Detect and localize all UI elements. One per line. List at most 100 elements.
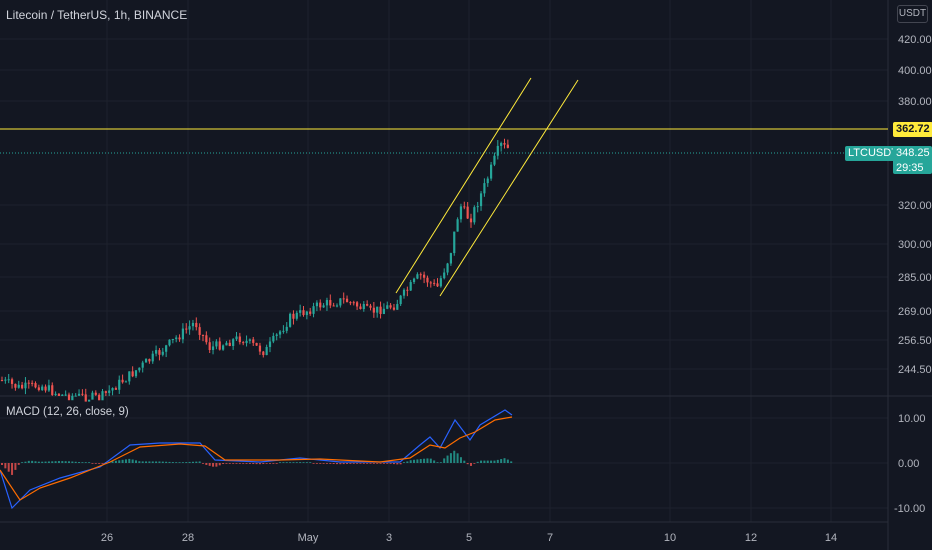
chart-title[interactable]: Litecoin / TetherUS, 1h, BINANCE: [6, 8, 188, 22]
candle-body: [128, 371, 131, 382]
macd-histogram-bar: [369, 463, 372, 464]
macd-histogram-bar: [161, 461, 164, 463]
macd-histogram-bar: [282, 462, 285, 463]
candle-body: [188, 326, 191, 330]
macd-histogram-bar: [295, 462, 298, 463]
candle-body: [335, 305, 339, 307]
candle-body: [322, 305, 325, 308]
macd-histogram-bar: [222, 463, 225, 465]
candle-body: [238, 336, 241, 343]
candle-body: [352, 302, 355, 304]
candle-body: [141, 362, 144, 368]
candle-body: [278, 331, 282, 335]
candle-body: [292, 313, 295, 319]
candle-body: [325, 300, 329, 306]
macd-histogram-bar: [279, 462, 282, 463]
macd-histogram-bar: [17, 463, 20, 465]
macd-indicator-title[interactable]: MACD (12, 26, close, 9): [6, 406, 129, 418]
candle-body: [185, 328, 188, 330]
macd-histogram-bar: [493, 460, 496, 463]
candle-body: [399, 295, 402, 305]
macd-histogram-bar: [205, 463, 208, 465]
candle-body: [208, 342, 211, 350]
candle-body: [61, 394, 64, 397]
macd-histogram-bar: [202, 463, 204, 464]
candle-body: [376, 306, 379, 313]
macd-histogram-bar: [319, 463, 322, 464]
candle-body: [245, 340, 248, 344]
macd-histogram-bar: [506, 459, 509, 463]
price-tick: 285.00: [898, 272, 932, 284]
candle-body: [171, 339, 174, 341]
macd-histogram-bar: [299, 462, 302, 463]
candle-body: [433, 282, 436, 284]
candle-body: [155, 350, 158, 354]
macd-histogram-bar: [252, 463, 255, 465]
candle-body: [302, 310, 305, 316]
candle-body: [91, 392, 94, 400]
price-tick: 320.00: [898, 200, 932, 212]
channel-lower-line[interactable]: [439, 79, 579, 297]
macd-histogram-bar: [57, 461, 60, 463]
macd-histogram-bar: [466, 463, 469, 465]
macd-histogram-bar: [175, 462, 178, 463]
macd-histogram-bar: [349, 463, 352, 464]
candle-body: [362, 304, 365, 310]
macd-histogram-bar: [352, 463, 355, 464]
macd-histogram-bar: [285, 462, 288, 463]
candle-body: [486, 178, 489, 184]
macd-histogram-bar: [78, 462, 81, 463]
macd-histogram-bar: [94, 463, 97, 464]
candle-body: [436, 283, 439, 287]
candle-body: [483, 183, 486, 194]
candle-body: [490, 164, 493, 179]
macd-histogram-bar: [74, 461, 77, 463]
macd-histogram-bar: [496, 459, 499, 463]
candle-body: [299, 310, 302, 313]
price-axis[interactable]: 420.00 400.00 380.00 320.00 300.00 285.0…: [898, 34, 932, 376]
candle-body: [305, 311, 308, 316]
candle-body: [131, 371, 134, 377]
candle-body: [396, 304, 399, 310]
macd-histogram-bar: [44, 461, 47, 463]
candle-body: [51, 385, 54, 395]
macd-histogram-bar: [215, 463, 218, 467]
macd-histogram-bar: [68, 461, 70, 463]
candle-body: [412, 278, 416, 283]
macd-histogram-bar: [181, 462, 184, 463]
macd-histogram-bar: [379, 463, 382, 464]
price-tick: 380.00: [898, 96, 932, 108]
macd-histogram-bar: [503, 458, 506, 463]
macd-histogram-bar: [135, 460, 137, 463]
candle-body: [242, 342, 245, 344]
candle-body: [81, 393, 84, 395]
channel-upper-line[interactable]: [395, 77, 532, 294]
candle-body: [406, 289, 409, 291]
macd-histogram-bar: [510, 461, 513, 463]
candle-body: [10, 379, 14, 384]
macd-histogram-bar: [453, 450, 456, 463]
time-axis[interactable]: 26 28 May 3 5 7 10 12 14: [101, 532, 837, 544]
macd-histogram-bar: [486, 460, 489, 463]
candle-body: [382, 308, 385, 314]
macd-axis[interactable]: 10.00 0.00 -10.00: [894, 413, 926, 515]
currency-button[interactable]: USDT: [897, 5, 928, 23]
macd-histogram-bar: [238, 463, 241, 464]
macd-tick: 0.00: [898, 458, 919, 470]
macd-histogram-bar: [302, 462, 305, 463]
macd-histogram-bar: [436, 462, 439, 463]
candle-body: [98, 394, 101, 401]
macd-histogram-bar: [322, 463, 325, 464]
macd-histogram-bar: [426, 458, 429, 463]
candle-body: [124, 381, 128, 383]
macd-histogram-bar: [392, 463, 395, 465]
macd-histogram-bar: [439, 462, 442, 463]
candle-body: [198, 327, 201, 335]
candle-body: [111, 388, 114, 391]
candle-body: [496, 145, 499, 156]
macd-histogram-bar: [111, 461, 114, 463]
candle-body: [148, 359, 151, 362]
macd-histogram-bar: [372, 463, 375, 464]
candle-body: [34, 383, 37, 388]
